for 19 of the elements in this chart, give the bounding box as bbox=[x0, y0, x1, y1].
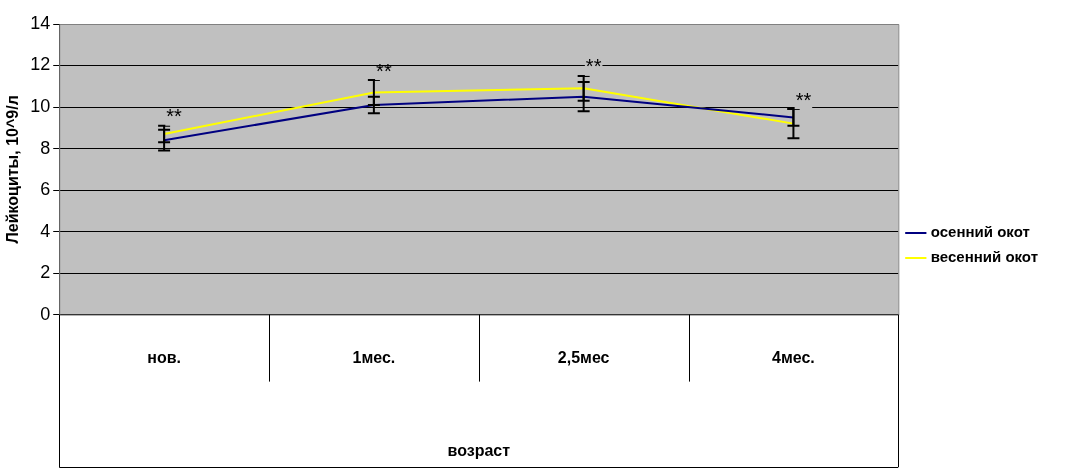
y-tick-label: 4 bbox=[40, 220, 51, 241]
annotation: ** bbox=[795, 88, 812, 111]
y-axis-title: Лейкоциты, 10^9/л bbox=[4, 95, 22, 244]
y-tick-label: 0 bbox=[40, 303, 51, 324]
annotation: ** bbox=[166, 105, 183, 128]
y-tick-label: 6 bbox=[40, 179, 51, 200]
annotation: ** bbox=[585, 55, 602, 78]
x-tick-label: 1мес. bbox=[352, 348, 396, 366]
legend-label: весенний окот bbox=[930, 248, 1039, 266]
x-tick-label: нов. bbox=[147, 348, 181, 366]
y-tick-label: 8 bbox=[40, 137, 51, 158]
x-tick-label: 4мес. bbox=[772, 348, 815, 366]
x-tick-label: 2,5мес bbox=[557, 348, 610, 366]
legend-label: осенний окот bbox=[930, 223, 1030, 241]
x-axis-title: возраст bbox=[447, 441, 511, 459]
y-tick-label: 2 bbox=[40, 262, 51, 283]
y-tick-label: 14 bbox=[30, 12, 51, 33]
y-tick-label: 12 bbox=[30, 54, 51, 75]
y-tick-label: 10 bbox=[30, 96, 51, 116]
